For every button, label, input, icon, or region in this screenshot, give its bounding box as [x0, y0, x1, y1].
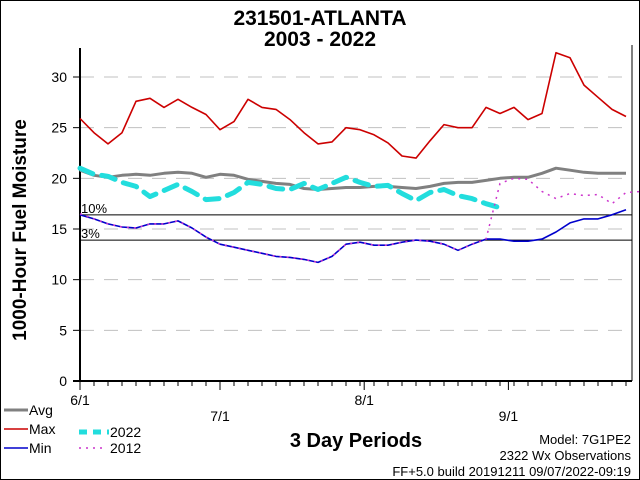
y-axis: 0 5 10 15 20 25 30 [51, 48, 81, 389]
y-tick-label: 25 [51, 120, 67, 136]
x-tick-label: 8/1 [354, 392, 374, 408]
legend-label-2012: 2012 [110, 440, 141, 456]
x-tick-label: 7/1 [210, 408, 230, 424]
y-axis-label: 1000-Hour Fuel Moisture [10, 119, 31, 341]
chart-subtitle: 2003 - 2022 [263, 28, 377, 51]
x-tick-label: 6/1 [70, 392, 90, 408]
y-tick-label: 15 [51, 221, 67, 237]
footer-observations: 2322 Wx Observations [499, 448, 631, 463]
legend-label-avg: Avg [29, 402, 53, 418]
reference-line-label: 3% [81, 226, 100, 241]
footer-build: FF+5.0 build 20191211 09/07/2022-09:19 [392, 464, 631, 479]
series-line-max [79, 51, 627, 159]
series-lines [77, 51, 640, 264]
chart-title: 231501-ATLANTA [233, 7, 407, 30]
y-tick-label: 0 [59, 373, 67, 389]
series-line-avg [79, 166, 626, 191]
x-axis-label: 3 Day Periods [290, 430, 422, 452]
reference-lines: 10% 3% [80, 201, 632, 241]
y-tick-label: 30 [51, 69, 67, 85]
legend-label-min: Min [29, 440, 52, 456]
reference-line-label: 10% [81, 201, 107, 216]
footer-model: Model: 7G1PE2 [539, 432, 631, 447]
x-tick-label: 9/1 [499, 408, 519, 424]
y-tick-label: 20 [51, 170, 67, 186]
y-tick-label: 10 [51, 272, 67, 288]
series-line-min [79, 208, 627, 264]
x-axis: 6/1 7/1 8/1 9/1 [70, 45, 633, 424]
grid-lines [80, 76, 632, 331]
legend-label-max: Max [29, 421, 55, 437]
legend-label-2022: 2022 [110, 424, 141, 440]
y-tick-label: 5 [59, 322, 67, 338]
